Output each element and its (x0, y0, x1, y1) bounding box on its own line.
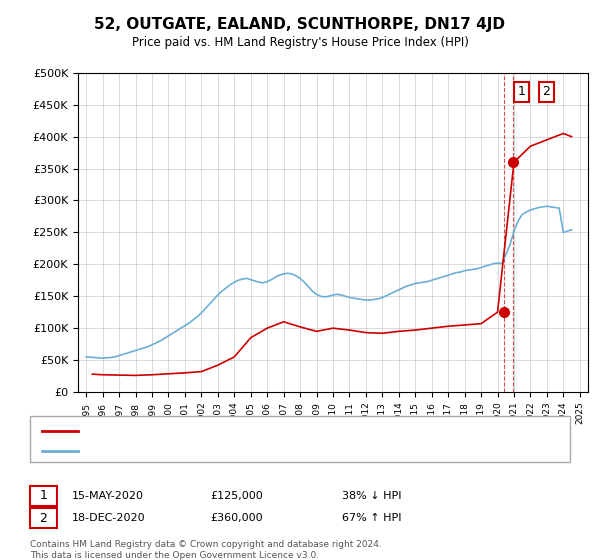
Text: £360,000: £360,000 (210, 513, 263, 523)
Text: 15-MAY-2020: 15-MAY-2020 (72, 491, 144, 501)
Text: 38% ↓ HPI: 38% ↓ HPI (342, 491, 401, 501)
Text: 52, OUTGATE, EALAND, SCUNTHORPE, DN17 4JD (detached house): 52, OUTGATE, EALAND, SCUNTHORPE, DN17 4J… (90, 426, 437, 436)
Text: 1: 1 (40, 489, 47, 502)
Text: 52, OUTGATE, EALAND, SCUNTHORPE, DN17 4JD: 52, OUTGATE, EALAND, SCUNTHORPE, DN17 4J… (95, 17, 505, 32)
Text: 18-DEC-2020: 18-DEC-2020 (72, 513, 146, 523)
Text: 2: 2 (542, 86, 550, 99)
Text: £125,000: £125,000 (210, 491, 263, 501)
Text: 1: 1 (518, 86, 526, 99)
Text: HPI: Average price, detached house, North Lincolnshire: HPI: Average price, detached house, Nort… (90, 446, 378, 456)
Text: 67% ↑ HPI: 67% ↑ HPI (342, 513, 401, 523)
Text: 2: 2 (40, 511, 47, 525)
Text: Price paid vs. HM Land Registry's House Price Index (HPI): Price paid vs. HM Land Registry's House … (131, 36, 469, 49)
Text: Contains HM Land Registry data © Crown copyright and database right 2024.
This d: Contains HM Land Registry data © Crown c… (30, 540, 382, 560)
